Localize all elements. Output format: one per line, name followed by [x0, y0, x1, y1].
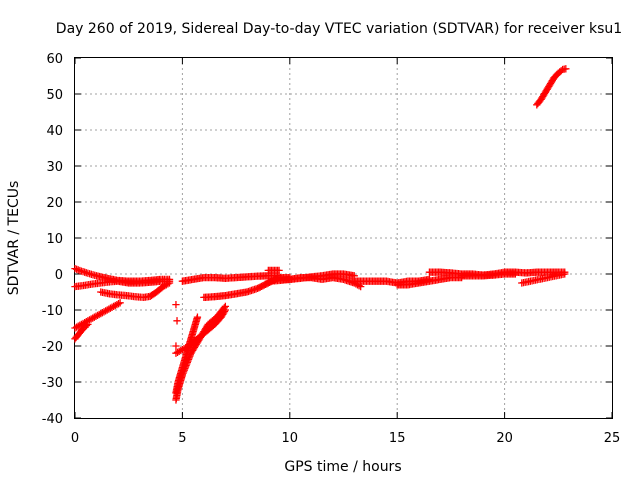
y-tick-label: 10 — [46, 232, 63, 247]
x-tick-label: 15 — [389, 431, 406, 446]
data-point-isolated — [172, 342, 180, 350]
axis-ticks: 0 5 10 15 20 25 -40 -30 -20 -10 0 10 20 30 40 50 60 — [42, 52, 621, 446]
y-tick-label: 0 — [55, 268, 63, 283]
y-tick-label: 40 — [46, 124, 63, 139]
data-point — [165, 279, 174, 287]
y-tick-label: 60 — [46, 52, 63, 67]
x-tick-label: 25 — [604, 431, 621, 446]
data-point — [221, 306, 230, 314]
data-point — [116, 299, 124, 307]
data-point — [275, 266, 283, 275]
data-point — [256, 283, 264, 291]
data-point — [561, 270, 569, 278]
x-axis-label: GPS time / hours — [284, 459, 401, 475]
y-tick-label: -30 — [42, 376, 63, 391]
x-tick-label: 5 — [178, 431, 186, 446]
y-tick-label: 50 — [46, 88, 63, 103]
data-points — [71, 65, 570, 404]
y-tick-label: -40 — [42, 412, 63, 427]
x-tick-label: 10 — [282, 431, 299, 446]
chart-title: Day 260 of 2019, Sidereal Day-to-day VTE… — [56, 21, 622, 37]
data-point-isolated — [172, 300, 180, 309]
y-tick-label: 20 — [46, 196, 63, 211]
data-point — [193, 313, 202, 321]
data-point — [562, 65, 570, 73]
y-tick-label: -10 — [42, 304, 63, 319]
y-tick-label: 30 — [46, 160, 63, 175]
y-axis-label: SDTVAR / TECUs — [6, 181, 22, 296]
data-point — [84, 320, 92, 329]
x-tick-label: 20 — [496, 431, 513, 446]
y-tick-label: -20 — [42, 340, 63, 355]
x-tick-label: 0 — [71, 431, 79, 446]
plot-frame — [74, 57, 613, 419]
data-point-isolated — [173, 317, 181, 325]
data-point — [511, 270, 519, 278]
